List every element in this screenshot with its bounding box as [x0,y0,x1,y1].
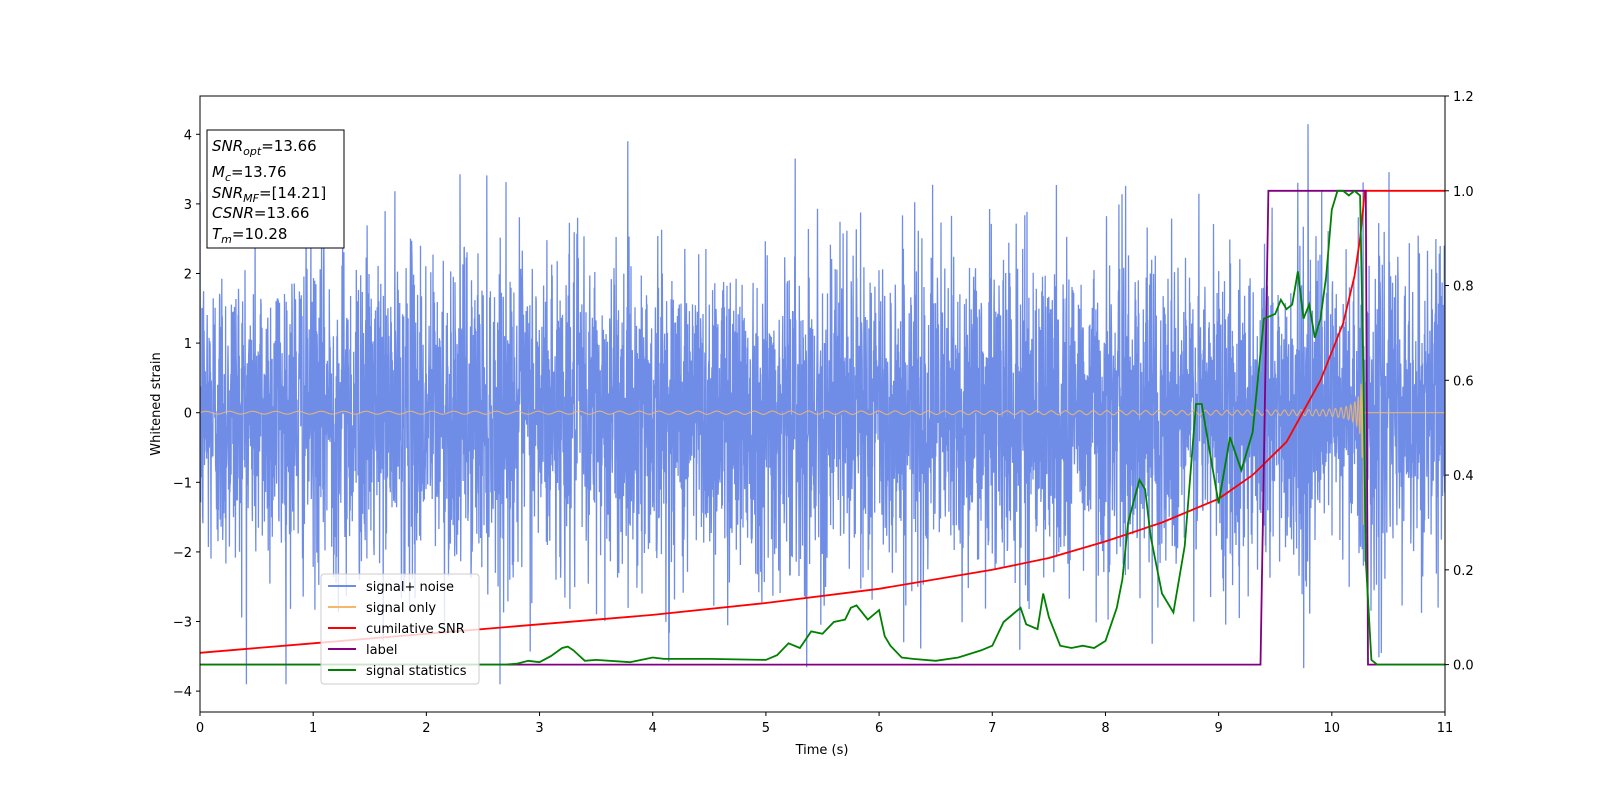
stats-csnr: CSNR=13.66 [212,204,309,222]
y2-tick-label: 0.4 [1453,469,1474,484]
y-tick-label: −3 [173,616,192,631]
x-tick-label: 2 [422,721,430,736]
y-tick-label: 4 [184,128,192,143]
plot-frame [199,95,1446,713]
x-tick-label: 11 [1437,721,1454,736]
series-signal-noise [200,124,1445,685]
x-tick-label: 0 [196,721,204,736]
legend-frame [320,573,480,685]
legend-label: cumilative SNR [366,622,465,637]
stats-box-frame [206,129,345,249]
legend-label: label [366,643,397,658]
y-tick-label: 2 [184,267,192,282]
x-tick-label: 4 [649,721,657,736]
x-tick-label: 10 [1324,721,1341,736]
y-tick-label: −2 [173,546,192,561]
y-tick-label: −1 [173,476,192,491]
x-tick-label: 8 [1101,721,1109,736]
series-signal-only [200,322,1445,525]
y2-tick-label: 1.0 [1453,185,1474,200]
y2-tick-label: 0.0 [1453,659,1474,674]
y-axis-right: 0.0 0.2 0.4 0.6 0.8 1.0 1.2 [1445,90,1474,674]
plot-area [200,124,1445,685]
y-tick-label: 0 [184,407,192,422]
stats-box: SNRopt=13.66 Mc=13.76 SNRMF=[14.21] CSNR… [206,129,345,249]
y2-tick-label: 0.6 [1453,374,1474,389]
x-tick-label: 9 [1214,721,1222,736]
stats-snr-opt: SNRopt=13.66 [212,137,317,158]
x-tick-label: 5 [762,721,770,736]
legend-label: signal statistics [366,664,467,679]
x-axis: 0 1 2 3 4 5 6 7 8 9 10 11 [196,712,1453,736]
y2-tick-label: 0.8 [1453,280,1474,295]
y2-tick-label: 1.2 [1453,90,1474,105]
x-tick-label: 6 [875,721,883,736]
series-label [200,189,1445,666]
x-axis-label: Time (s) [795,743,849,758]
y2-tick-label: 0.2 [1453,564,1474,579]
x-tick-label: 3 [535,721,543,736]
legend: signal+ noise signal only cumilative SNR la… [320,573,480,685]
y-tick-label: 3 [184,198,192,213]
stats-mc: Mc=13.76 [212,163,287,184]
x-tick-label: 7 [988,721,996,736]
series-signal-statistics [200,189,1445,666]
stats-tm: Tm=10.28 [212,225,287,246]
y-axis-left: −4 −3 −2 −1 0 1 2 3 4 [173,128,200,700]
y-tick-label: 1 [184,337,192,352]
y-axis-label: Whitened strain [149,352,164,455]
y-tick-label: −4 [173,685,192,700]
x-tick-label: 1 [309,721,317,736]
legend-label: signal+ noise [366,580,454,595]
stats-snr-mf: SNRMF=[14.21] [212,184,326,205]
legend-label: signal only [366,601,436,616]
series-cumulative-snr [200,189,1445,654]
